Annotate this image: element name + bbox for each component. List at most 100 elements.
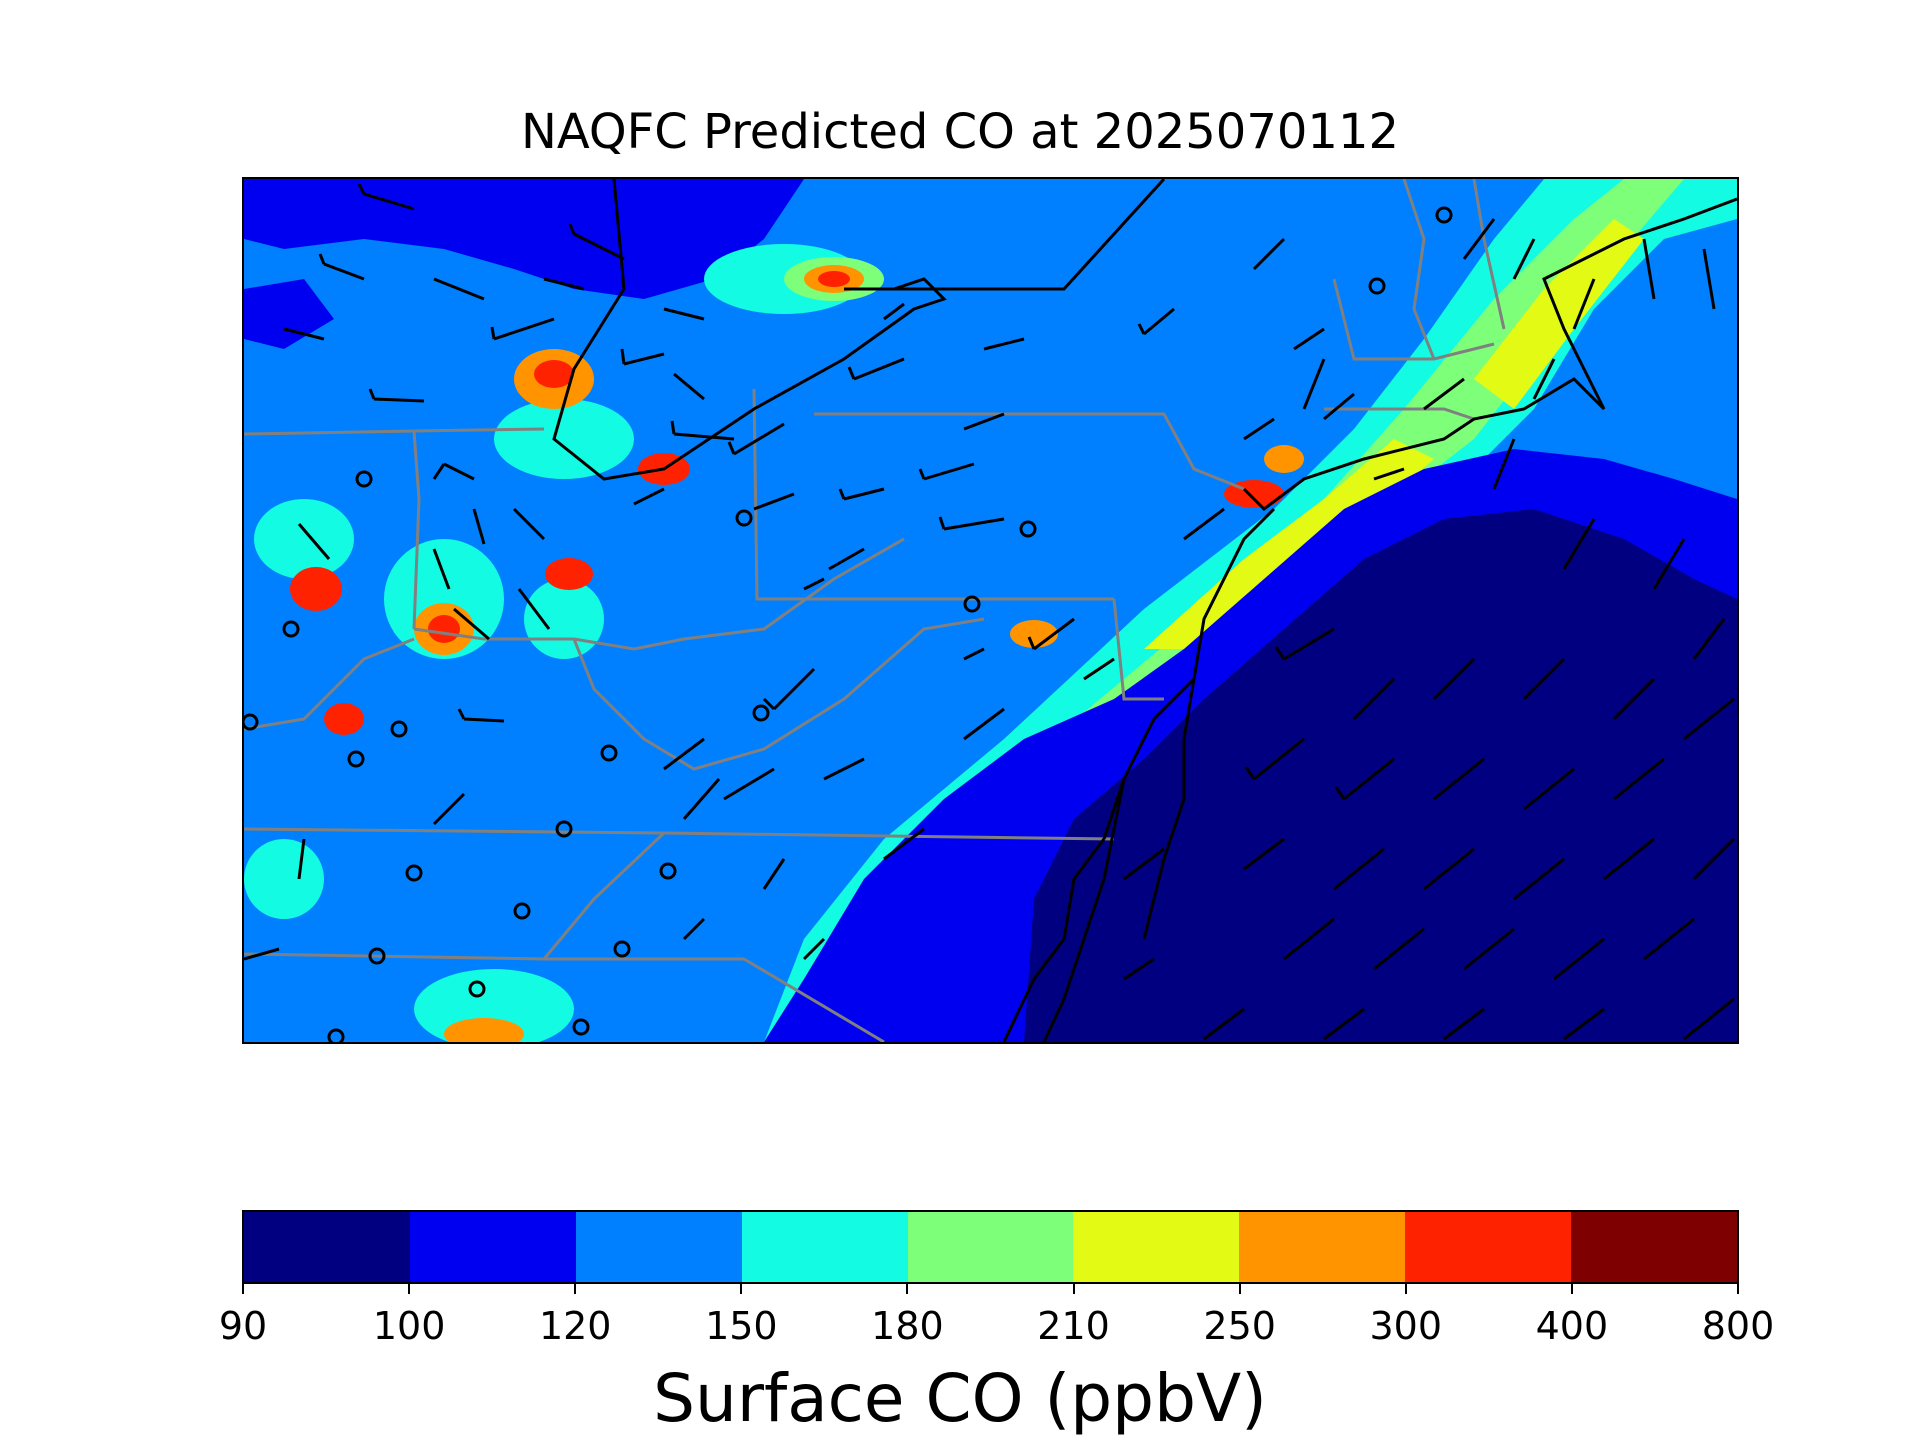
wind-barb	[918, 462, 975, 481]
colorbar-segment	[575, 1212, 742, 1282]
hotspot	[324, 703, 364, 735]
wind-barb	[938, 516, 1005, 531]
calm-circle	[513, 902, 531, 920]
calm-circle	[752, 704, 770, 722]
wind-barb	[670, 420, 735, 441]
field-low-north	[244, 179, 804, 299]
colorbar-tick	[1404, 1284, 1407, 1294]
wind-barb	[512, 507, 546, 541]
wind-barb	[543, 277, 585, 291]
wind-barb	[283, 327, 325, 341]
wind-barb	[357, 183, 415, 211]
colorbar-tick-label: 120	[538, 1304, 612, 1348]
wind-barb	[368, 388, 425, 403]
wind-barb	[727, 422, 785, 456]
wind-barb	[1244, 737, 1305, 781]
colorbar-segment	[741, 1212, 908, 1282]
wind-barb	[1423, 377, 1465, 411]
colorbar-segment	[907, 1212, 1074, 1282]
wind-barb	[1137, 307, 1175, 336]
calm-circle	[347, 750, 365, 768]
wind-barb	[753, 492, 795, 511]
wind-barb	[1293, 327, 1325, 351]
wind-barb	[883, 302, 905, 321]
colorbar-tick	[1737, 1284, 1739, 1294]
wind-barb	[803, 577, 825, 591]
wind-barb	[1692, 837, 1736, 881]
wind-barb	[682, 917, 706, 941]
colorbar-tick-label: 90	[218, 1304, 268, 1348]
wind-barb	[823, 757, 865, 781]
wind-barb	[1642, 238, 1656, 300]
calm-circle	[572, 1018, 590, 1036]
calm-circle	[659, 862, 677, 880]
colorbar-tick-label: 400	[1535, 1304, 1609, 1348]
wind-barb	[963, 707, 1005, 741]
calm-circle	[244, 713, 259, 731]
field-low-west	[244, 279, 334, 349]
wind-barb	[457, 708, 505, 723]
calm-circle	[613, 940, 631, 958]
calm-circle	[282, 620, 300, 638]
calm-circle	[600, 744, 618, 762]
wind-barb	[1432, 657, 1476, 701]
colorbar-tick	[408, 1284, 411, 1294]
hotspot	[444, 1018, 524, 1042]
wind-barb	[1702, 248, 1716, 310]
wind-barb	[1334, 757, 1395, 801]
chart-title: NAQFC Predicted CO at 2025070112	[520, 104, 1400, 160]
coastline	[552, 179, 1737, 1042]
calm-circle	[963, 595, 981, 613]
wind-barb	[1302, 358, 1326, 410]
colorbar-tick-label: 800	[1701, 1304, 1775, 1348]
colorbar-tick	[574, 1284, 577, 1294]
calm-circle	[735, 509, 753, 527]
colorbar-tick-label: 100	[372, 1304, 446, 1348]
wind-barb	[620, 348, 665, 366]
colorbar-tick	[740, 1284, 743, 1294]
calm-circle	[468, 980, 486, 998]
wind-barb	[1283, 917, 1335, 961]
colorbar-tick-label: 250	[1203, 1304, 1276, 1348]
wind-barb	[1562, 518, 1596, 570]
wind-barb	[1323, 1007, 1365, 1041]
wind-barb	[433, 277, 485, 301]
wind-barb	[472, 508, 486, 545]
hotspot	[545, 558, 593, 590]
wind-barb	[1333, 847, 1385, 891]
wind-barb	[1643, 917, 1695, 961]
wind-barb	[723, 767, 775, 801]
field-ocean-verylow	[1024, 509, 1737, 1042]
field-green-plume	[804, 179, 1684, 1042]
colorbar	[242, 1210, 1739, 1284]
calm-circle	[1435, 206, 1453, 224]
colorbar-tick-label: 300	[1369, 1304, 1443, 1348]
colorbar-segment	[1239, 1212, 1406, 1282]
wind-barb	[963, 412, 1005, 431]
wind-barb	[1352, 677, 1396, 721]
wind-barb	[1123, 847, 1165, 881]
colorbar-segment	[244, 1212, 410, 1282]
colorbar-segment	[1571, 1212, 1738, 1282]
hotspot	[428, 615, 460, 643]
wind-barb	[1512, 238, 1536, 280]
wind-barb	[1252, 237, 1286, 271]
field-cyan-patch	[254, 499, 354, 579]
wind-barb	[883, 827, 925, 861]
wind-barb	[838, 487, 885, 501]
wind-barb	[1513, 857, 1565, 901]
wind-barb	[1523, 767, 1575, 811]
wind-barb	[297, 523, 331, 560]
wind-barb	[1462, 218, 1496, 260]
wind-barb	[983, 337, 1025, 351]
wind-barb	[1652, 538, 1686, 590]
calm-circle	[327, 1028, 345, 1042]
colorbar-tick-label: 180	[871, 1304, 944, 1348]
colorbar-tick	[1238, 1284, 1241, 1294]
wind-barb	[1492, 438, 1516, 490]
wind-barbs	[244, 183, 1736, 1041]
colorbar-tick-label: 150	[705, 1304, 778, 1348]
wind-barb	[432, 548, 451, 590]
wind-barb	[1603, 837, 1655, 881]
wind-barb	[1692, 618, 1726, 660]
